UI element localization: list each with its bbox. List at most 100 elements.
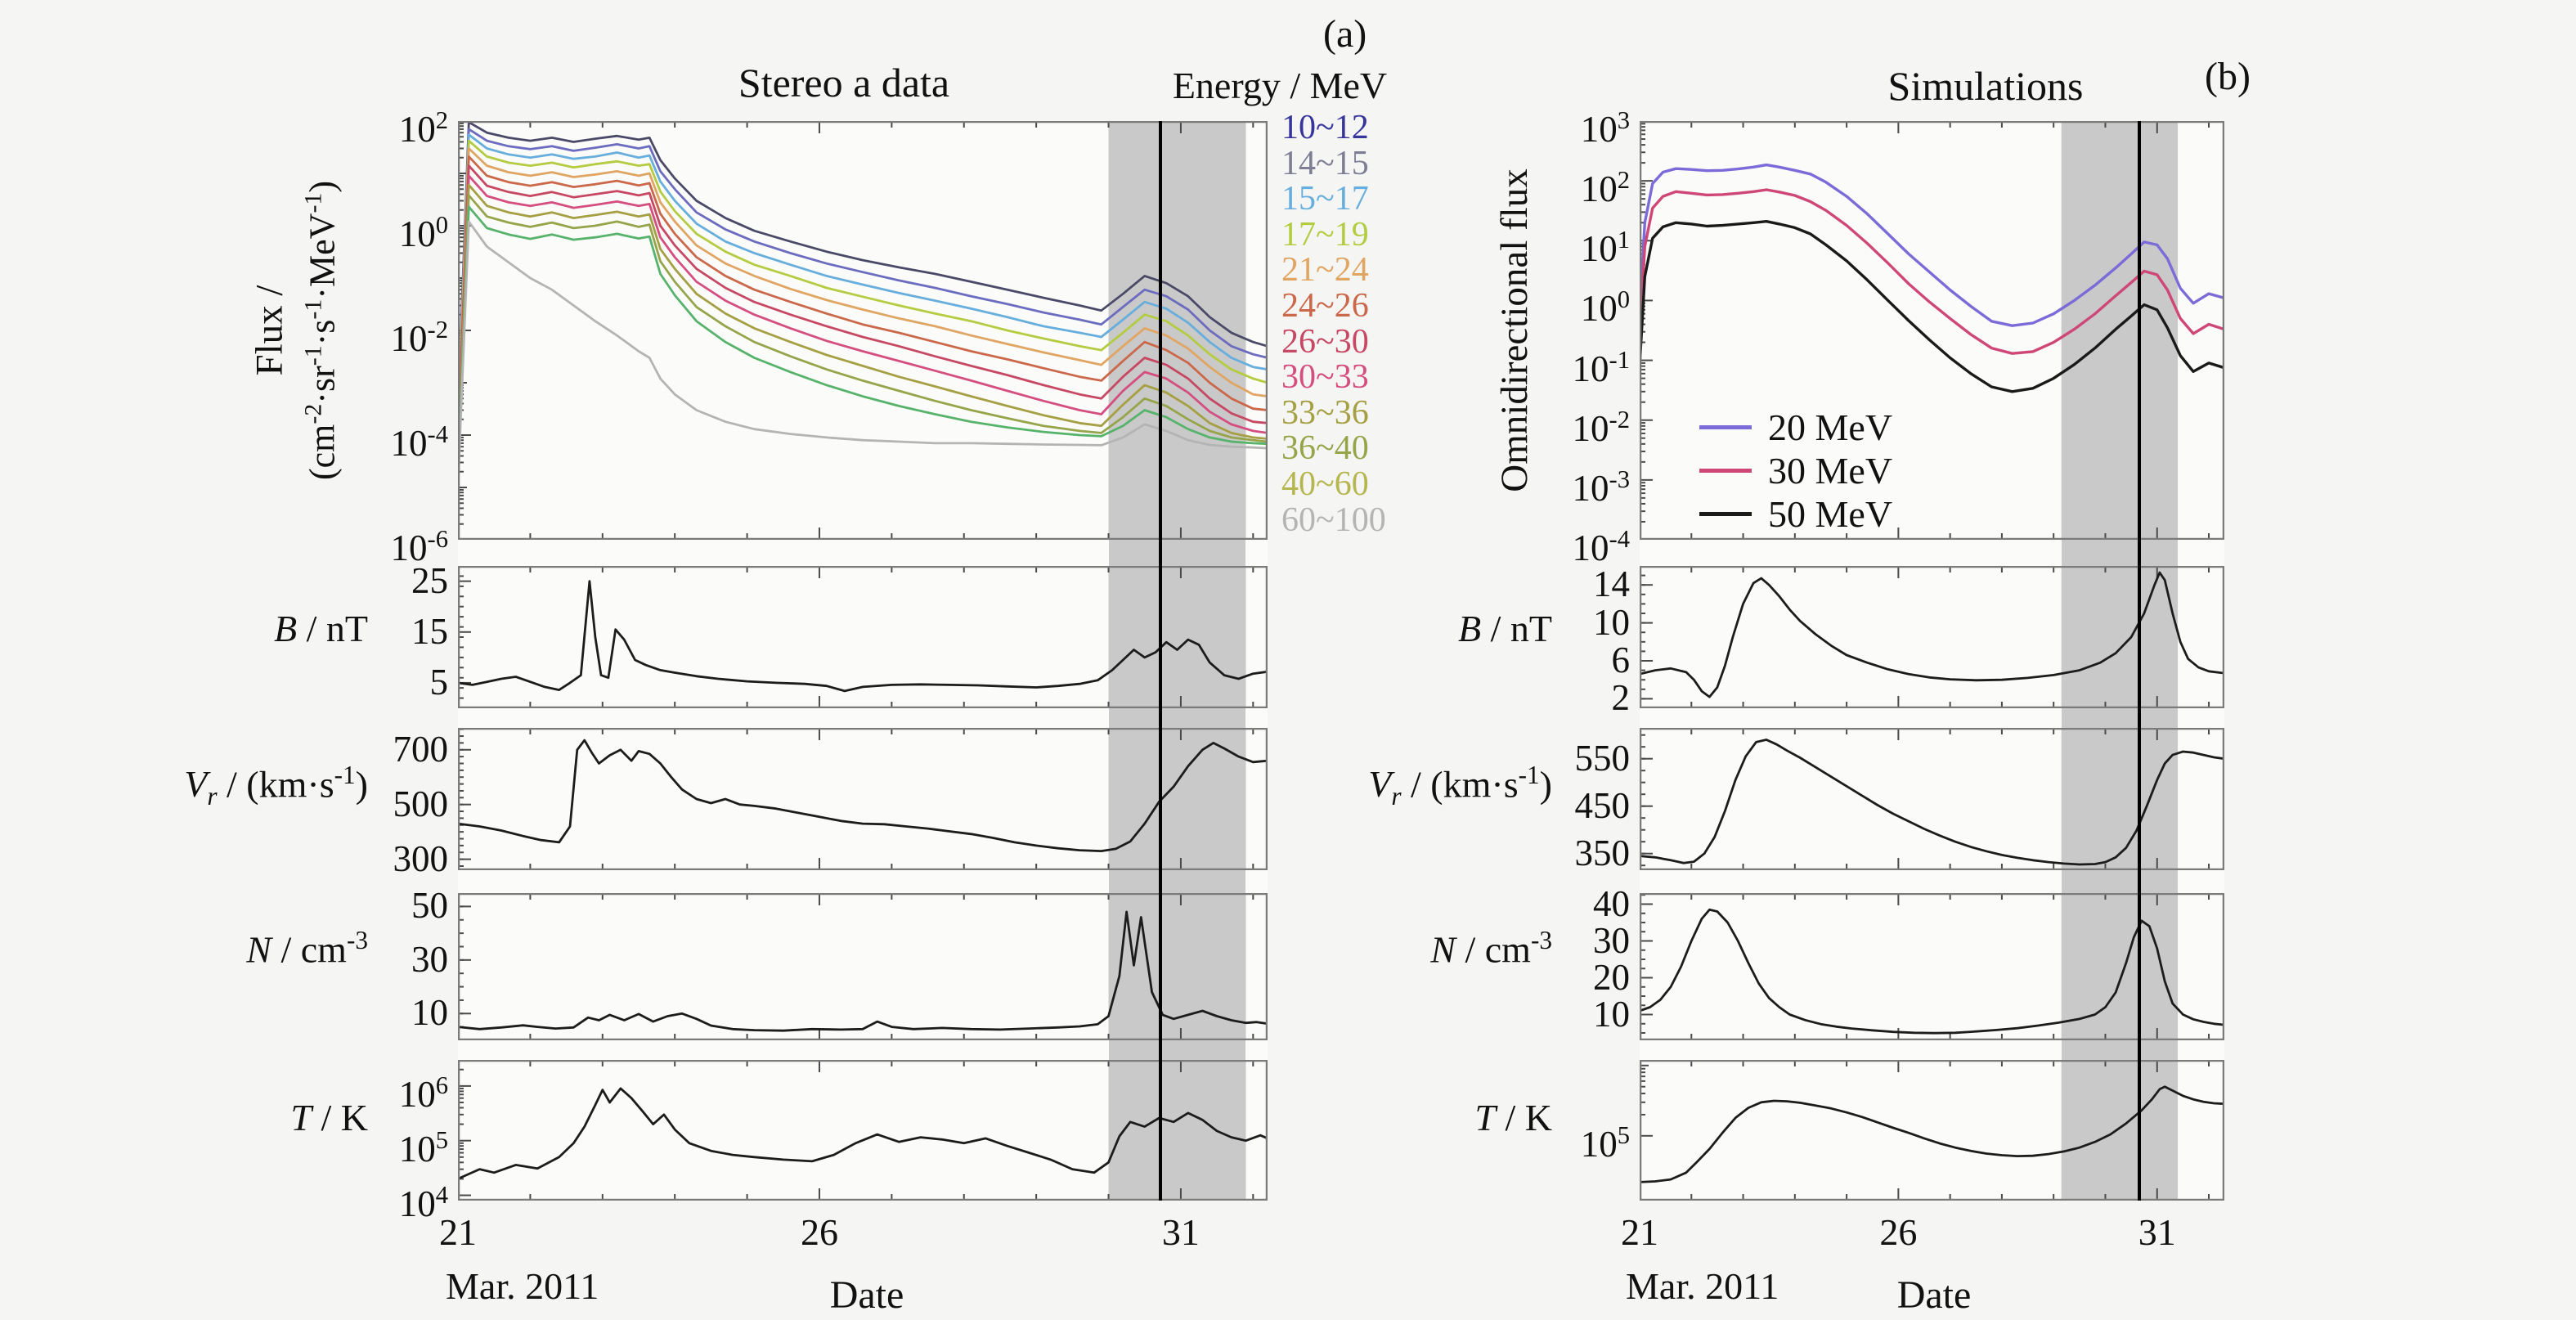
row-label-t-left: T / K: [290, 1097, 368, 1138]
x-tick-label: 31: [1161, 1211, 1200, 1253]
chart-panel-b-flux: [1640, 121, 2224, 540]
y-tick-label: 350: [1574, 832, 1631, 873]
event-shaded-band: [1108, 540, 1246, 566]
panel-label-b: (b): [2205, 55, 2251, 98]
title-stereo-a-data: Stereo a data: [738, 60, 950, 106]
y-tick-label: 10-2: [390, 316, 449, 359]
event-shaded-band: [2061, 540, 2179, 566]
energy-legend-entry: 60~100: [1281, 501, 1386, 539]
energy-legend-entry: 36~40: [1281, 429, 1369, 468]
x-tick-label: 21: [1621, 1211, 1658, 1253]
energy-legend-entry: 24~26: [1281, 286, 1369, 325]
series-10~12: [458, 121, 1268, 489]
series-N: [458, 910, 1268, 1032]
y-tick-label: 102: [1580, 166, 1630, 210]
y-tick-label: 50: [411, 885, 448, 927]
chart-panel-a-Vr: [458, 728, 1268, 870]
y-tick-label: 700: [393, 728, 449, 770]
chart-panel-b-T: [1640, 1060, 2224, 1201]
title-simulations: Simulations: [1887, 63, 2084, 109]
y-tick-label: 10-4: [390, 420, 449, 464]
y-tick-label: 100: [1580, 285, 1630, 330]
y-tick-label: 15: [411, 610, 448, 652]
series-33~36: [458, 183, 1268, 489]
y-tick-label: 10-4: [1572, 525, 1631, 568]
y-tick-label: 102: [398, 106, 448, 150]
y-tick-label: 25: [411, 559, 448, 601]
legend-entry-label: 30 MeV: [1768, 450, 1893, 492]
legend-entry-label: 50 MeV: [1768, 493, 1893, 535]
series-30~33: [458, 174, 1268, 489]
energy-legend-entry: 33~36: [1281, 393, 1369, 432]
y-tick-label: 105: [398, 1125, 448, 1170]
y-tick-label: 104: [398, 1180, 448, 1224]
energy-legend-entry: 15~17: [1281, 180, 1369, 218]
y-tick-label: 10-6: [390, 525, 449, 568]
series-Vr: [1640, 739, 2224, 866]
energy-legend-entry: 40~60: [1281, 465, 1369, 503]
chart-panel-a-B: [458, 566, 1268, 708]
event-shaded-band: [2061, 708, 2179, 728]
mev-legend-entry: 50 MeV: [1699, 492, 1892, 536]
energy-legend-entry: 21~24: [1281, 251, 1369, 290]
month-label-right: Mar. 2011: [1626, 1265, 1779, 1307]
y-tick-label: 101: [1580, 226, 1630, 270]
y-tick-label: 10-3: [1572, 465, 1631, 509]
energy-legend-entry: 14~15: [1281, 144, 1369, 182]
chart-panel-a-flux: [458, 121, 1268, 540]
energy-legend-entry: 26~30: [1281, 322, 1369, 361]
energy-legend-entry: 30~33: [1281, 358, 1369, 397]
y-tick-label: 103: [1580, 106, 1630, 150]
mev-legend-entry: 30 MeV: [1699, 449, 1892, 492]
series-15~17: [458, 133, 1268, 489]
row-label-n-right: N / cm-3: [1430, 926, 1552, 971]
legend-entry-label: 20 MeV: [1768, 406, 1893, 448]
series-17~19: [458, 139, 1268, 489]
y-tick-label: 106: [398, 1071, 448, 1115]
row-label-n-left: N / cm-3: [246, 926, 368, 971]
energy-legend-entry: 17~19: [1281, 215, 1369, 254]
x-tick-label: 26: [800, 1211, 838, 1253]
panel-label-a: (a): [1323, 12, 1367, 56]
y-tick-label: 6: [1611, 640, 1631, 680]
row-label-b-right: B / nT: [1458, 608, 1552, 649]
event-shaded-band: [1108, 1040, 1246, 1060]
row-label-b-left: B / nT: [274, 608, 368, 649]
x-tick-label: 21: [439, 1211, 477, 1253]
y-tick-label: 105: [1580, 1120, 1630, 1165]
y-tick-label: 450: [1574, 784, 1631, 826]
series-20 MeV: [1640, 163, 2224, 327]
legend-line-swatch: [1699, 512, 1752, 516]
chart-panel-b-Vr: [1640, 728, 2224, 870]
series-60~100: [458, 220, 1268, 489]
series-26~30: [458, 164, 1268, 489]
mev-legend-entry: 20 MeV: [1699, 406, 1892, 449]
row-label-vr-left: Vr / (km·s-1): [184, 761, 368, 811]
y-tick-label: 10: [411, 992, 448, 1034]
series-B: [1640, 571, 2224, 698]
chart-panel-a-T: [458, 1060, 1268, 1201]
y-tick-label: 500: [393, 783, 449, 824]
x-tick-label: 26: [1879, 1211, 1918, 1253]
event-vertical-line: [2137, 121, 2141, 1201]
series-14~15: [458, 128, 1268, 489]
y-tick-label: 10: [1593, 601, 1630, 643]
date-axis-label-left: Date: [829, 1273, 904, 1317]
chart-panel-b-B: [1640, 566, 2224, 708]
y-tick-label: 2: [1611, 677, 1631, 719]
chart-panel-a-N: [458, 893, 1268, 1040]
energy-legend-entry: 10~12: [1281, 109, 1369, 146]
x-tick-label: 31: [2138, 1211, 2176, 1253]
y-tick-label: 14: [1593, 563, 1630, 605]
event-shaded-band: [2061, 870, 2179, 893]
y-tick-label: 100: [398, 211, 448, 254]
series-36~40: [458, 194, 1268, 489]
y-tick-label: 10-2: [1572, 405, 1631, 449]
series-B: [458, 580, 1268, 693]
date-axis-label-right: Date: [1896, 1273, 1972, 1317]
series-Vr: [458, 739, 1268, 852]
month-label-left: Mar. 2011: [446, 1265, 599, 1307]
series-40~60: [458, 205, 1268, 489]
y-tick-label: 20: [1593, 956, 1630, 998]
event-shaded-band: [1108, 870, 1246, 893]
